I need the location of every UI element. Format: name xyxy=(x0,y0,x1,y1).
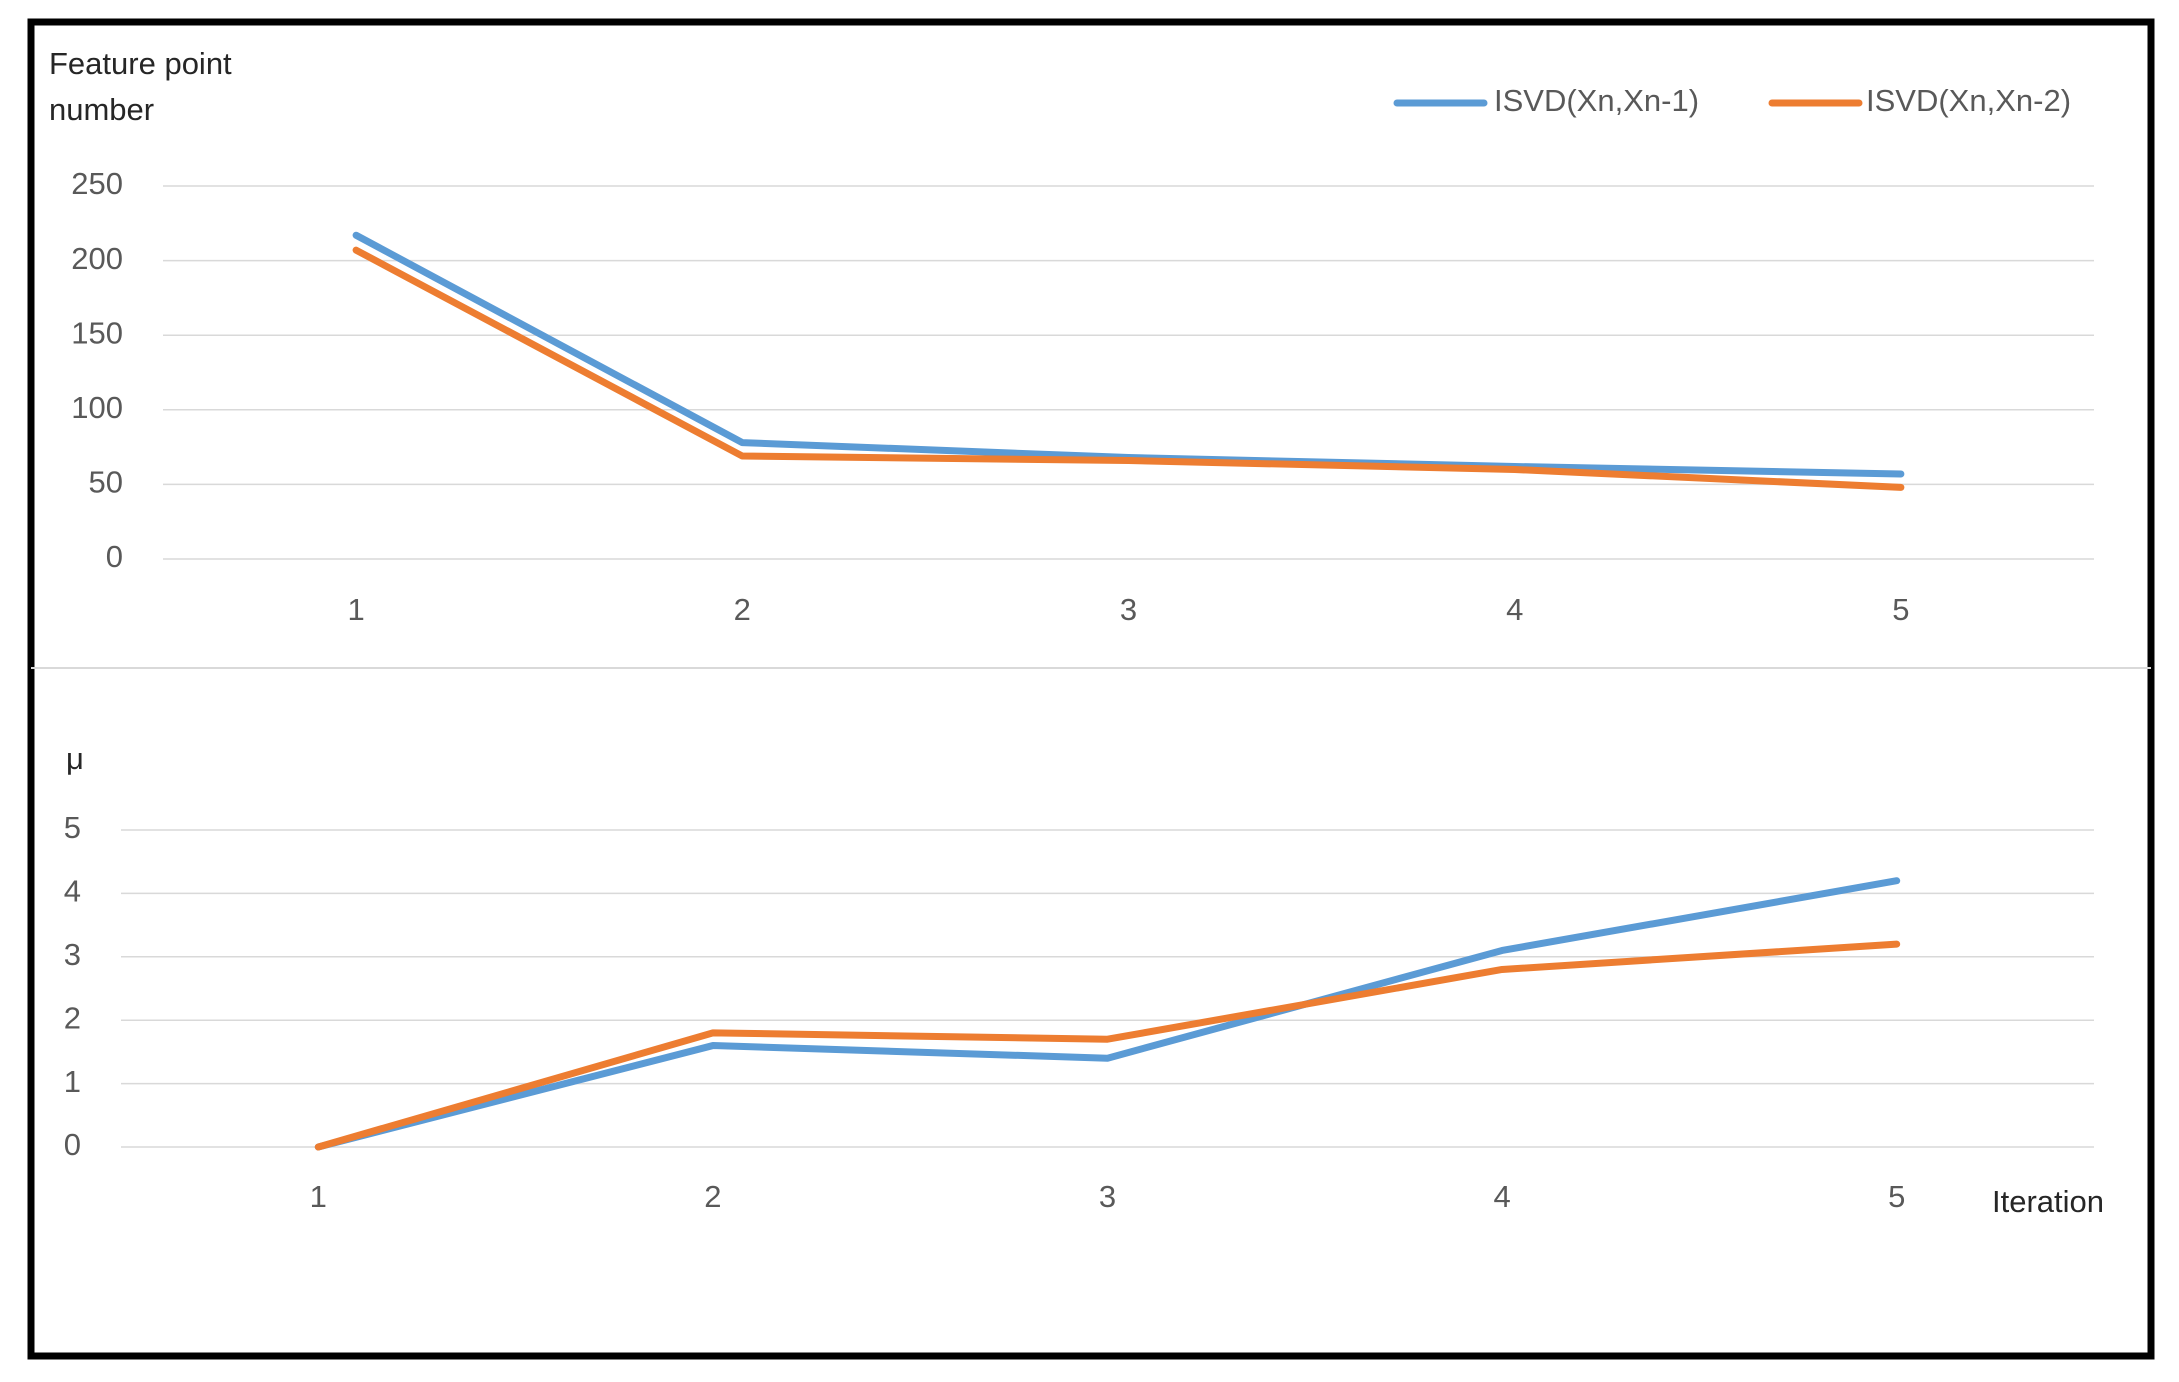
x-tick-label: 4 xyxy=(1506,592,1523,627)
y-tick-label: 0 xyxy=(106,539,123,574)
x-axis-label: Iteration xyxy=(1992,1184,2104,1219)
line-series xyxy=(314,940,1901,1151)
y-tick-label: 4 xyxy=(64,874,81,909)
y-tick-label: 1 xyxy=(64,1064,81,1099)
y-tick-label: 50 xyxy=(89,465,123,500)
x-tick-label: 2 xyxy=(704,1179,721,1214)
x-tick-label: 1 xyxy=(310,1179,327,1214)
y-tick-label: 100 xyxy=(71,390,123,425)
y-axis-label: Feature point number xyxy=(49,46,232,127)
legend-label: ISVD(Xn,Xn-2) xyxy=(1866,83,2071,118)
line-series xyxy=(352,246,1905,491)
y-tick-label: 2 xyxy=(64,1000,81,1035)
x-tick-label: 3 xyxy=(1099,1179,1116,1214)
legend-label: ISVD(Xn,Xn-1) xyxy=(1494,83,1699,118)
y-tick-label: 0 xyxy=(64,1127,81,1162)
x-tick-label: 3 xyxy=(1120,592,1137,627)
x-tick-label: 5 xyxy=(1888,1179,1905,1214)
y-tick-label: 200 xyxy=(71,241,123,276)
line-series xyxy=(352,231,1905,478)
y-tick-label: 150 xyxy=(71,315,123,350)
frame xyxy=(27,18,2155,1360)
y-tick-label: 3 xyxy=(64,937,81,972)
line-series xyxy=(314,877,1901,1151)
y-tick-label: 250 xyxy=(71,166,123,201)
y-axis-label: μ xyxy=(66,741,84,776)
x-tick-label: 1 xyxy=(347,592,364,627)
y-tick-label: 5 xyxy=(64,810,81,845)
x-tick-label: 2 xyxy=(734,592,751,627)
x-tick-label: 5 xyxy=(1892,592,1909,627)
x-tick-label: 4 xyxy=(1493,1179,1510,1214)
